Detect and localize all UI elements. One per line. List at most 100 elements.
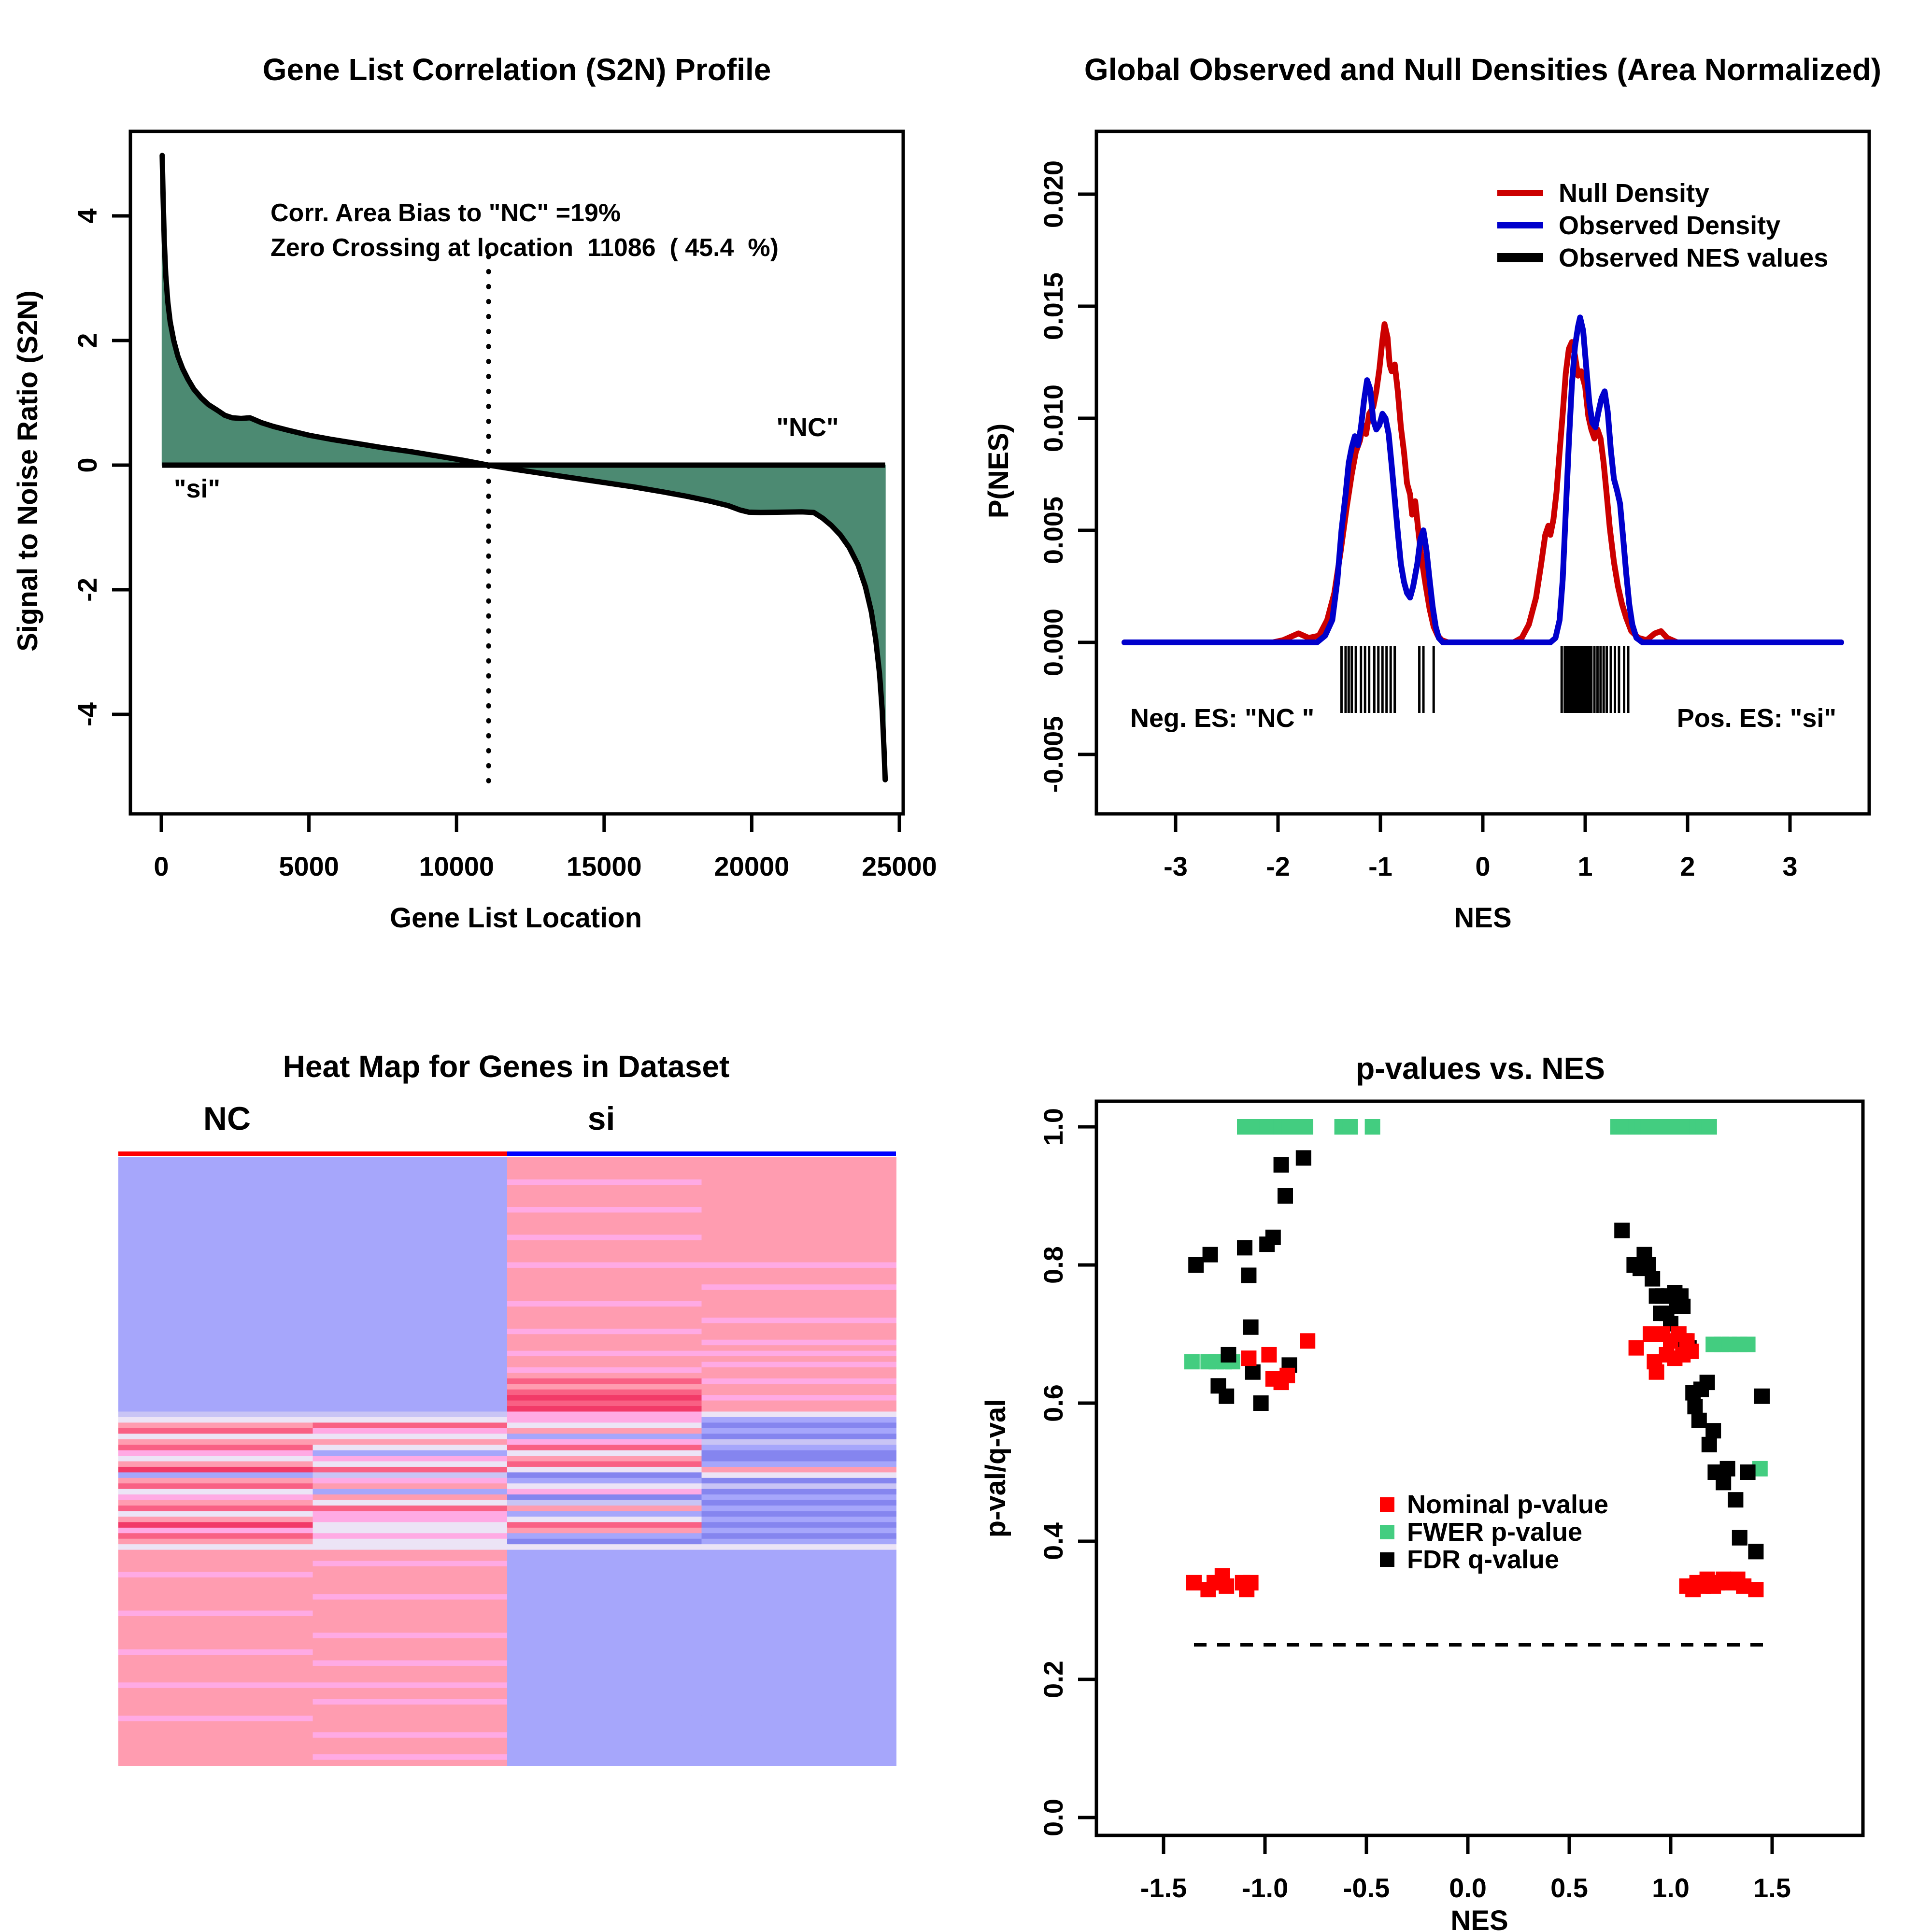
heatmap-cell [701, 1422, 896, 1429]
heatmap-cell [701, 1676, 896, 1683]
heatmap-cell [313, 1483, 508, 1490]
heatmap-cell [313, 1395, 508, 1401]
heatmap-cell [701, 1350, 896, 1357]
heatmap-cell [313, 1223, 508, 1230]
fdr-qvalue-point [1754, 1388, 1770, 1404]
fdr-qvalue-point [1687, 1399, 1703, 1415]
heatmap-cell [118, 1506, 313, 1512]
heatmap-cell [701, 1373, 896, 1379]
heatmap-cell [507, 1395, 702, 1401]
heatmap-cell [118, 1511, 313, 1517]
axis-tick-label: 3 [1782, 851, 1797, 881]
heatmap-panel-title: Heat Map for Genes in Dataset [283, 1049, 730, 1084]
heatmap-cell [313, 1489, 508, 1495]
heatmap-cell [701, 1511, 896, 1517]
heatmap-cell [313, 1466, 508, 1473]
heatmap-cell [313, 1339, 508, 1346]
heatmap-cell [507, 1323, 702, 1329]
heatmap-cell [118, 1439, 313, 1446]
heatmap-cell [118, 1500, 313, 1506]
heatmap-cell [313, 1500, 508, 1506]
heatmap-cell [313, 1682, 508, 1689]
heatmap-cell [507, 1555, 702, 1562]
heatmap-cell [701, 1710, 896, 1716]
plot-box [1094, 1099, 1865, 1837]
heatmap-cell [313, 1660, 508, 1666]
s2n-annotation-zero-crossing: Zero Crossing at location 11086 ( 45.4 %… [270, 234, 779, 262]
heatmap-cell [701, 1461, 896, 1467]
observed-density-swatch [1497, 222, 1543, 228]
heatmap-cell [118, 1665, 313, 1672]
heatmap-cell [313, 1472, 508, 1478]
heatmap-cell [313, 1328, 508, 1335]
heatmap-cell [313, 1439, 508, 1446]
fdr-qvalue-point [1219, 1388, 1235, 1404]
heatmap-cell [507, 1174, 702, 1180]
heatmap-cell [118, 1317, 313, 1324]
heatmap-cell [118, 1688, 313, 1694]
heatmap-cell [507, 1384, 702, 1390]
heatmap-cell [118, 1555, 313, 1562]
heatmap-cell [313, 1621, 508, 1628]
heatmap-cell [313, 1312, 508, 1318]
heatmap-cell [118, 1710, 313, 1716]
heatmap-cell [313, 1461, 508, 1467]
nominal-pvalue-point [1261, 1347, 1277, 1363]
fdr-qvalue-point [1748, 1544, 1764, 1560]
heatmap-cell [313, 1218, 508, 1224]
heatmap-cell [701, 1748, 896, 1755]
heatmap-cell [701, 1301, 896, 1307]
fdr-qvalue-point [1243, 1319, 1259, 1335]
heatmap-cell [507, 1223, 702, 1230]
axis-tick-label: -1.5 [1140, 1873, 1187, 1903]
heatmap-cell [701, 1583, 896, 1589]
heatmap-cell [118, 1185, 313, 1191]
heatmap-cell [507, 1655, 702, 1661]
heatmap-cell [313, 1428, 508, 1435]
heatmap-cell [118, 1246, 313, 1252]
heatmap-cell [313, 1583, 508, 1589]
heatmap-cell [313, 1638, 508, 1645]
fdr-qvalue-point [1278, 1188, 1293, 1204]
heatmap-cell [507, 1737, 702, 1744]
heatmap-cell [507, 1721, 702, 1727]
heatmap-cell [118, 1544, 313, 1550]
heatmap-cell [118, 1201, 313, 1208]
s2n-yaxis-label: Signal to Noise Ratio (S2N) [12, 290, 43, 652]
heatmap-cell [313, 1235, 508, 1241]
heatmap-cell [701, 1555, 896, 1562]
heatmap-cell [701, 1682, 896, 1689]
heatmap-cell [313, 1743, 508, 1749]
heatmap-cell [118, 1445, 313, 1451]
heatmap-cell [507, 1566, 702, 1573]
heatmap-cell [313, 1511, 508, 1517]
fdr-qvalue-point [1614, 1222, 1630, 1238]
fdr-qvalue-point [1705, 1423, 1721, 1439]
heatmap-cell [701, 1693, 896, 1700]
fwer-pvalue-point [1184, 1354, 1200, 1370]
axis-tick-label: 0.2 [1038, 1661, 1068, 1698]
fwer-pvalue-point [1298, 1119, 1313, 1135]
heatmap-cell [118, 1223, 313, 1230]
density-neg-es-label: Neg. ES: "NC " [1130, 704, 1315, 733]
heatmap-cell [313, 1229, 508, 1236]
heatmap-cell [701, 1594, 896, 1600]
heatmap-cell [118, 1267, 313, 1274]
heatmap-cell [701, 1174, 896, 1180]
heatmap-cell [701, 1561, 896, 1567]
heatmap-cell [313, 1710, 508, 1716]
heatmap-cell [701, 1627, 896, 1634]
axis-tick-label: 0.015 [1038, 272, 1068, 340]
heatmap-cell [118, 1699, 313, 1705]
plot-box [128, 129, 905, 816]
heatmap-cell [507, 1516, 702, 1523]
heatmap-cell [701, 1638, 896, 1645]
heatmap-cell [701, 1307, 896, 1313]
fwer-pvalue-point [1245, 1119, 1261, 1135]
heatmap-cell [701, 1450, 896, 1457]
heatmap-cell [701, 1610, 896, 1617]
heatmap-cell [118, 1378, 313, 1385]
heatmap-cell [507, 1665, 702, 1672]
nominal-pvalue-point [1219, 1578, 1235, 1594]
